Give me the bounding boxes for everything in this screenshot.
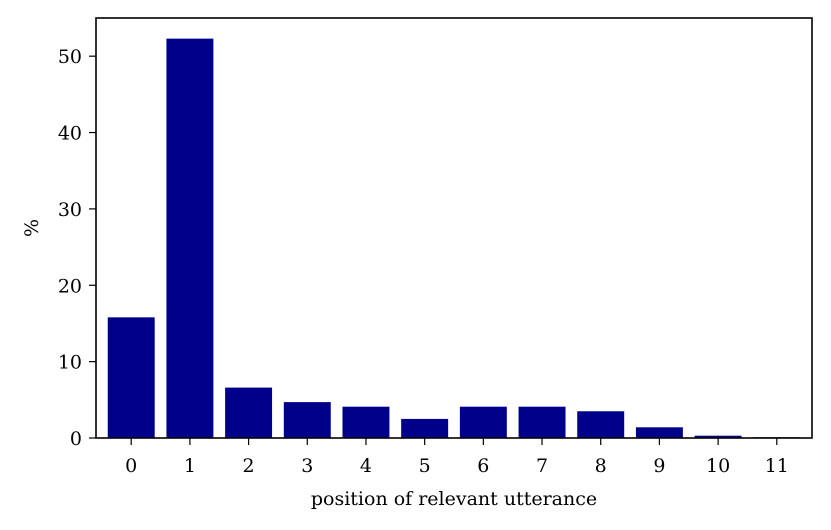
- y-axis-label: %: [21, 219, 43, 237]
- x-tick-label: 11: [765, 455, 789, 477]
- bar-0: [107, 317, 155, 438]
- y-tick-label: 10: [58, 352, 82, 374]
- x-tick-label: 5: [419, 455, 431, 477]
- bar-4: [342, 406, 390, 438]
- y-tick-label: 40: [58, 123, 82, 145]
- y-tick-label: 20: [58, 275, 82, 297]
- x-axis-label: position of relevant utterance: [311, 488, 597, 510]
- bar-8: [577, 411, 625, 438]
- bar-7: [518, 406, 566, 438]
- bar-2: [225, 387, 273, 438]
- y-axis-ticks: 0 10 20 30 40 50: [58, 46, 96, 450]
- x-tick-label: 0: [125, 455, 137, 477]
- bar-3: [283, 402, 331, 438]
- x-tick-label: 2: [243, 455, 255, 477]
- x-axis-ticks: 0 1 2 3 4 5 6 7 8 9 10 11: [125, 438, 789, 477]
- x-tick-label: 4: [360, 455, 372, 477]
- bar-6: [459, 406, 507, 438]
- x-tick-label: 1: [184, 455, 196, 477]
- bar-5: [401, 418, 449, 438]
- x-tick-label: 8: [595, 455, 607, 477]
- bar-1: [166, 38, 214, 438]
- x-tick-label: 10: [706, 455, 730, 477]
- y-tick-label: 30: [58, 199, 82, 221]
- y-tick-label: 50: [58, 46, 82, 68]
- bars-group: [107, 38, 801, 438]
- plot-frame: [95, 17, 813, 439]
- x-tick-label: 3: [301, 455, 313, 477]
- x-tick-label: 9: [653, 455, 665, 477]
- bar-9: [635, 427, 683, 438]
- x-tick-label: 7: [536, 455, 548, 477]
- y-tick-label: 0: [70, 428, 82, 450]
- x-tick-label: 6: [477, 455, 489, 477]
- bar-10: [694, 435, 742, 438]
